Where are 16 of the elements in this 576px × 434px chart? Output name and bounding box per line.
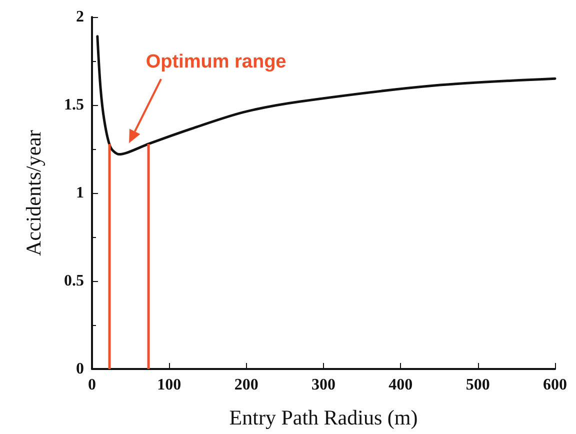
x-axis-title: Entry Path Radius (m) (229, 406, 418, 430)
x-tick-label: 400 (388, 376, 413, 394)
x-tick-label: 200 (234, 376, 258, 394)
y-tick-label: 1.5 (64, 96, 84, 114)
y-tick-label: 1 (76, 184, 84, 202)
y-axis-title: Accidents/year (22, 130, 46, 256)
y-tick-label: 0.5 (64, 272, 84, 290)
x-tick-label: 300 (312, 376, 336, 394)
x-tick-label: 500 (466, 376, 490, 394)
line-series (96, 35, 556, 156)
y-tick-label: 2 (76, 8, 84, 26)
x-tick-label: 100 (157, 376, 182, 394)
x-tick-label: 0 (88, 376, 96, 394)
annotation: Optimum range (146, 52, 286, 73)
y-tick-label: 0 (76, 360, 84, 378)
x-tick-label: 600 (543, 376, 567, 394)
